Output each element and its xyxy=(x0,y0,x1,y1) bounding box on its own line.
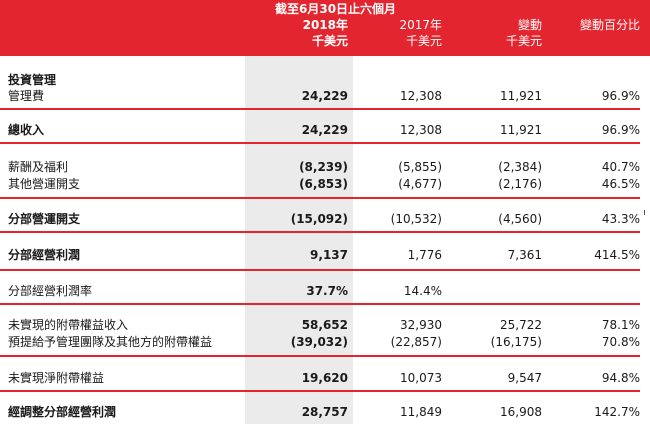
divider xyxy=(0,108,640,110)
col-2017-unit: 千美元 xyxy=(405,34,442,48)
value-2017: 1,776 xyxy=(407,248,442,262)
value-2018: 28,757 xyxy=(301,405,348,419)
value-2018: (39,032) xyxy=(290,335,348,349)
table-row: 分部經營利潤 9,137 1,776 7,361 414.5% xyxy=(0,248,650,263)
divider xyxy=(0,355,640,357)
value-2018: 9,137 xyxy=(310,248,348,262)
value-2017: 11,849 xyxy=(400,405,442,419)
divider xyxy=(0,197,640,199)
value-change-pct: 46.5% xyxy=(601,177,640,191)
value-change: 11,921 xyxy=(500,123,542,137)
value-2018: (8,239) xyxy=(299,160,348,174)
divider xyxy=(0,303,640,305)
col-change-unit: 千美元 xyxy=(505,34,542,48)
value-change-pct: 78.1% xyxy=(601,318,640,332)
value-change-pct: 96.9% xyxy=(601,123,640,137)
value-2018: (6,853) xyxy=(299,177,348,191)
row-label: 經調整分部經營利潤 xyxy=(8,405,117,419)
col-2018-year: 2018年 xyxy=(302,18,348,32)
value-change-pct: 40.7% xyxy=(601,160,640,174)
table-row: 經調整分部經營利潤 28,757 11,849 16,908 142.7% xyxy=(0,405,650,420)
row-label: 分部經營利潤 xyxy=(8,248,81,262)
table-row: 未實現的附帶權益收入 58,652 32,930 25,722 78.1% xyxy=(0,318,650,333)
row-label: 投資管理 xyxy=(8,73,57,87)
value-change-pct: 96.9% xyxy=(601,89,640,103)
value-change-pct: 70.8% xyxy=(601,335,640,349)
value-2018: 24,229 xyxy=(301,89,348,103)
value-2017: 32,930 xyxy=(400,318,442,332)
table-row: 投資管理 xyxy=(0,73,650,88)
row-label: 薪酬及福利 xyxy=(8,160,69,174)
table-row: 分部營運開支 (15,092) (10,532) (4,560) 43.3% xyxy=(0,212,650,227)
value-change-pct: 414.5% xyxy=(594,248,640,262)
table-header: 截至6月30日止六個月 2018年 千美元 2017年 千美元 變動 千美元 變… xyxy=(0,0,650,56)
value-2017: (5,855) xyxy=(398,160,442,174)
value-2018: (15,092) xyxy=(290,212,348,226)
divider xyxy=(0,390,640,392)
period-heading: 截至6月30日止六個月 xyxy=(275,2,397,16)
value-2017: 10,073 xyxy=(400,371,442,385)
table-row: 未實現淨附帶權益 19,620 10,073 9,547 94.8% xyxy=(0,371,650,386)
row-label: 分部營運開支 xyxy=(8,212,81,226)
value-change: (16,175) xyxy=(490,335,542,349)
highlight-column-2018 xyxy=(245,56,353,424)
value-2018: 19,620 xyxy=(301,371,348,385)
value-change: (4,560) xyxy=(498,212,542,226)
value-2018: 24,229 xyxy=(301,123,348,137)
value-2017: (22,857) xyxy=(390,335,442,349)
row-label: 未實現淨附帶權益 xyxy=(8,371,105,385)
row-label: 分部經營利潤率 xyxy=(8,284,93,298)
value-2018: 37.7% xyxy=(306,284,348,298)
table-row: 薪酬及福利 (8,239) (5,855) (2,384) 40.7% xyxy=(0,160,650,175)
value-2017: (10,532) xyxy=(390,212,442,226)
value-change-pct: 43.3% xyxy=(601,212,640,226)
divider xyxy=(0,269,640,271)
value-change: (2,384) xyxy=(498,160,542,174)
table-row: 預提給予管理團隊及其他方的附帶權益 (39,032) (22,857) (16,… xyxy=(0,335,650,350)
value-change: 25,722 xyxy=(500,318,542,332)
value-2017: (4,677) xyxy=(398,177,442,191)
value-change: 11,921 xyxy=(500,89,542,103)
value-2017: 14.4% xyxy=(403,284,442,298)
value-2018: 58,652 xyxy=(301,318,348,332)
row-label: 未實現的附帶權益收入 xyxy=(8,318,129,332)
value-change-pct: 142.7% xyxy=(594,405,640,419)
value-change: 9,547 xyxy=(507,371,542,385)
page-edge-mark xyxy=(644,210,645,215)
col-2017-year: 2017年 xyxy=(399,18,442,32)
value-change: 16,908 xyxy=(500,405,542,419)
divider xyxy=(0,231,640,233)
value-2017: 12,308 xyxy=(400,123,442,137)
row-label: 總收入 xyxy=(8,123,45,137)
row-label: 管理費 xyxy=(8,89,45,103)
col-change: 變動 xyxy=(517,18,542,32)
value-change: 7,361 xyxy=(507,248,542,262)
divider xyxy=(0,142,640,144)
table-row: 其他營運開支 (6,853) (4,677) (2,176) 46.5% xyxy=(0,177,650,192)
value-2017: 12,308 xyxy=(400,89,442,103)
value-change-pct: 94.8% xyxy=(601,371,640,385)
table-row: 分部經營利潤率 37.7% 14.4% xyxy=(0,284,650,299)
col-change-pct: 變動百分比 xyxy=(579,18,640,32)
row-label: 其他營運開支 xyxy=(8,177,81,191)
col-2018-unit: 千美元 xyxy=(311,34,348,48)
row-label: 預提給予管理團隊及其他方的附帶權益 xyxy=(8,335,213,349)
value-change: (2,176) xyxy=(498,177,542,191)
table-row: 總收入 24,229 12,308 11,921 96.9% xyxy=(0,123,650,138)
table-row: 管理費 24,229 12,308 11,921 96.9% xyxy=(0,89,650,104)
